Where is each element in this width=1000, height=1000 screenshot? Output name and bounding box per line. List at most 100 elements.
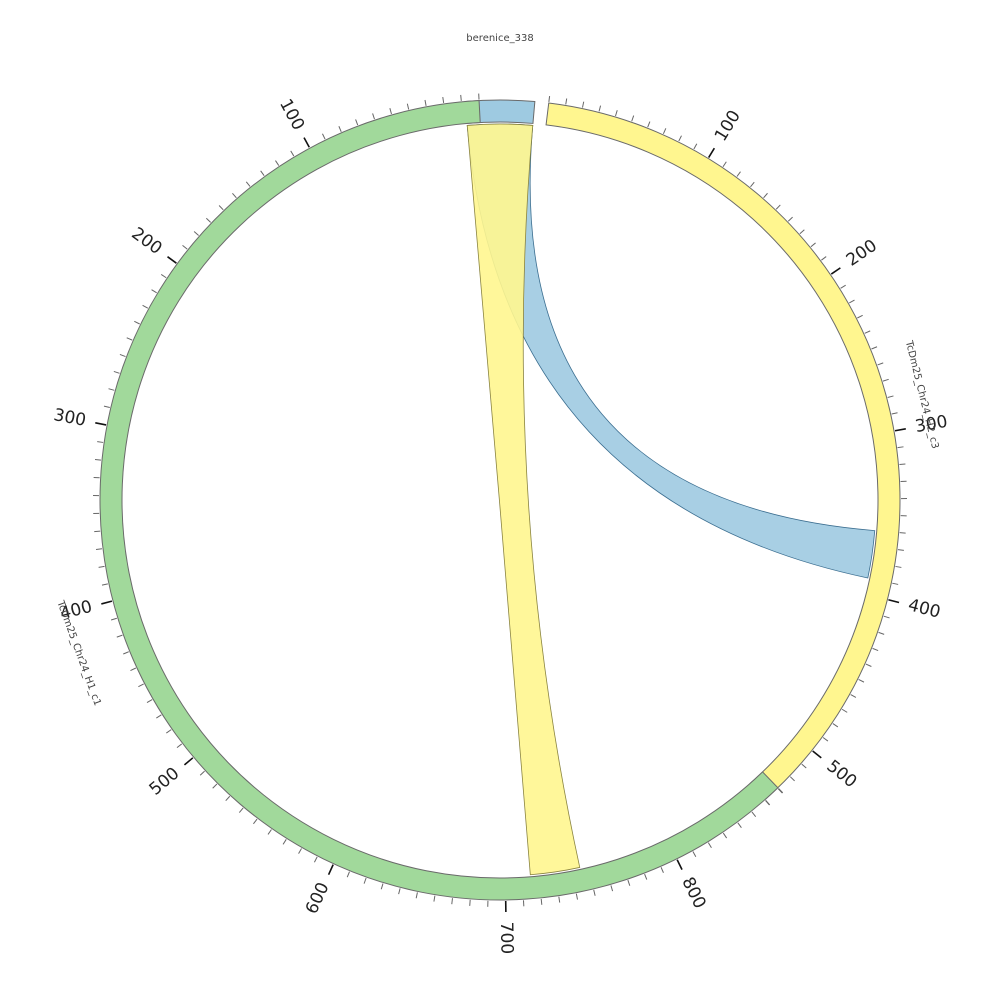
minor-tick bbox=[363, 877, 367, 884]
minor-tick bbox=[116, 634, 123, 638]
minor-tick bbox=[662, 128, 667, 135]
minor-tick bbox=[338, 126, 342, 132]
major-tick bbox=[830, 267, 841, 275]
minor-tick bbox=[119, 353, 126, 358]
minor-tick bbox=[176, 743, 183, 749]
minor-tick bbox=[789, 776, 795, 782]
minor-tick bbox=[787, 216, 793, 222]
minor-tick bbox=[424, 99, 427, 106]
minor-tick bbox=[737, 822, 742, 828]
minor-tick bbox=[290, 150, 295, 157]
minor-tick bbox=[138, 683, 144, 688]
minor-tick bbox=[372, 113, 375, 120]
minor-tick bbox=[850, 694, 857, 698]
minor-tick bbox=[98, 565, 105, 568]
link-ribbons bbox=[466, 123, 876, 876]
minor-tick bbox=[313, 856, 318, 863]
minor-tick bbox=[380, 883, 384, 890]
minor-tick bbox=[849, 299, 855, 304]
minor-tick bbox=[575, 893, 578, 900]
minor-tick bbox=[298, 848, 302, 854]
segment-TcDm25_Chr24_H2_c3 bbox=[545, 102, 901, 801]
minor-tick bbox=[442, 96, 445, 104]
minor-tick bbox=[751, 811, 757, 817]
minor-tick bbox=[156, 714, 162, 719]
tick-label-TcDm25_Chr24_H2_c3-100: 100 bbox=[711, 107, 745, 145]
minor-tick bbox=[151, 289, 157, 294]
minor-tick bbox=[693, 143, 698, 150]
minor-tick bbox=[593, 889, 596, 896]
minor-tick bbox=[123, 651, 129, 655]
minor-tick bbox=[598, 105, 602, 112]
minor-tick bbox=[822, 737, 829, 742]
minor-tick bbox=[615, 110, 618, 117]
minor-tick bbox=[322, 133, 326, 140]
minor-tick bbox=[810, 242, 816, 248]
major-tick bbox=[101, 600, 113, 605]
minor-tick bbox=[260, 170, 265, 176]
minor-tick bbox=[897, 549, 904, 551]
minor-tick bbox=[892, 582, 899, 585]
minor-tick bbox=[864, 330, 871, 334]
minor-tick bbox=[238, 807, 244, 813]
major-tick bbox=[894, 428, 906, 432]
minor-tick bbox=[887, 395, 894, 398]
minor-tick bbox=[765, 800, 770, 806]
minor-tick bbox=[355, 119, 359, 126]
minor-tick bbox=[134, 320, 140, 325]
minor-tick bbox=[872, 647, 879, 652]
minor-tick bbox=[225, 795, 231, 802]
minor-tick bbox=[199, 770, 205, 776]
minor-tick bbox=[897, 446, 904, 449]
minor-tick bbox=[95, 548, 103, 551]
minor-tick bbox=[113, 370, 120, 374]
major-tick bbox=[303, 137, 310, 148]
minor-tick bbox=[166, 729, 172, 734]
segment-label-berenice_338: berenice_338 bbox=[466, 33, 533, 44]
minor-tick bbox=[840, 284, 846, 289]
major-tick bbox=[888, 599, 900, 604]
minor-tick bbox=[722, 832, 728, 839]
minor-tick bbox=[858, 678, 865, 683]
minor-tick bbox=[389, 108, 392, 115]
minor-tick bbox=[130, 667, 137, 671]
major-tick bbox=[812, 750, 822, 759]
minor-tick bbox=[678, 135, 682, 142]
minor-tick bbox=[581, 101, 585, 108]
minor-tick bbox=[722, 161, 727, 168]
minor-tick bbox=[126, 337, 133, 341]
minor-tick bbox=[232, 192, 237, 199]
tick-label-TcDm25_Chr24_H1_c1-100: 100 bbox=[275, 96, 308, 134]
tick-label-TcDm25_Chr24_H2_c3-500: 500 bbox=[823, 756, 861, 792]
minor-tick bbox=[610, 885, 614, 892]
major-tick bbox=[183, 757, 194, 766]
minor-tick bbox=[750, 181, 755, 188]
major-tick bbox=[707, 147, 716, 158]
tick-label-TcDm25_Chr24_H1_c1-200: 200 bbox=[128, 224, 166, 259]
minor-tick bbox=[346, 871, 350, 878]
minor-tick bbox=[460, 94, 462, 101]
minor-tick bbox=[433, 895, 436, 902]
minor-tick bbox=[558, 896, 561, 903]
minor-tick bbox=[160, 274, 167, 279]
link-ribbon-2 bbox=[466, 123, 581, 876]
minor-tick bbox=[801, 763, 807, 769]
minor-tick bbox=[267, 829, 272, 835]
minor-tick bbox=[146, 699, 153, 704]
minor-tick bbox=[101, 583, 108, 586]
minor-tick bbox=[736, 171, 741, 177]
minor-tick bbox=[891, 412, 898, 415]
minor-tick bbox=[94, 458, 102, 461]
minor-tick bbox=[108, 388, 115, 391]
minor-tick bbox=[275, 160, 280, 166]
tick-label-TcDm25_Chr24_H2_c3-200: 200 bbox=[843, 236, 881, 271]
minor-tick bbox=[871, 346, 878, 350]
minor-tick bbox=[97, 441, 104, 443]
minor-tick bbox=[103, 405, 110, 409]
minor-tick bbox=[895, 565, 902, 568]
minor-tick bbox=[218, 205, 224, 211]
minor-tick bbox=[660, 867, 664, 873]
minor-tick bbox=[647, 121, 651, 128]
